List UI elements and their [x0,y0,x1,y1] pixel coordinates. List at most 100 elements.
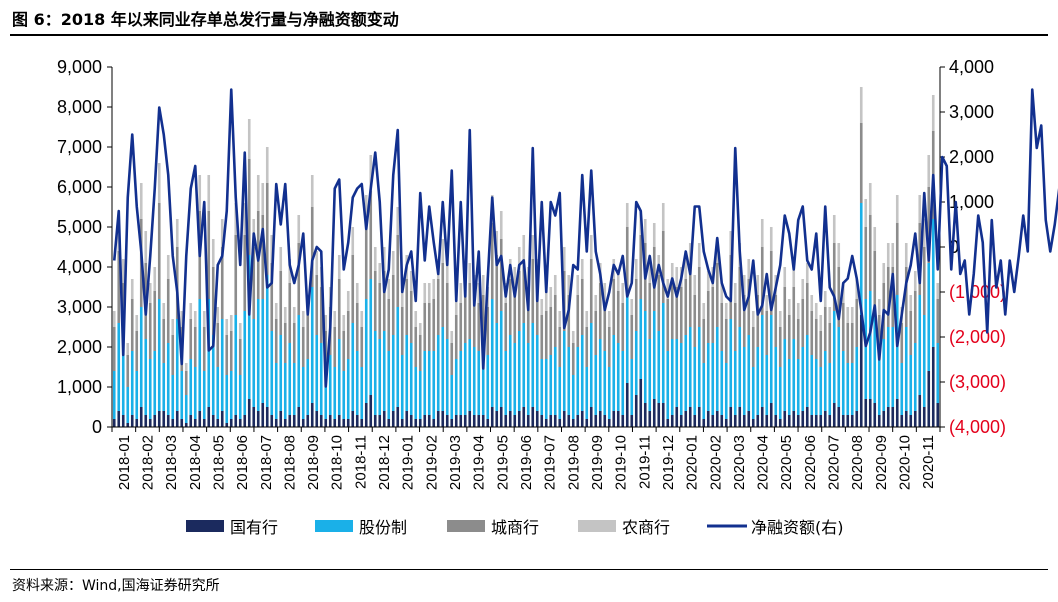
right-tick-label: (4,000) [949,417,1006,437]
bar-国有行-168 [868,399,872,427]
axes-group: 0 1,000 2,000 3,000 4,000 5,000 6,000 7,000 8,00… [57,57,1006,490]
bar-股份制-11 [162,363,166,411]
x-tick-label: 2019-05 [494,435,511,490]
bar-农商行-44 [310,175,314,207]
bar-股份制-108 [598,339,602,411]
bar-股份制-101 [567,347,571,415]
x-tick-label: 2019-03 [447,435,464,490]
right-tick-label: 1,000 [949,192,994,212]
bar-国有行-114 [625,383,629,427]
bar-股份制-127 [684,335,688,411]
bar-国有行-137 [729,407,733,427]
bar-国有行-69 [423,415,427,427]
bar-农商行-34 [265,147,269,183]
left-tick-label: 2,000 [57,337,102,357]
bar-农商行-20 [202,311,206,327]
bar-城商行-161 [837,267,841,327]
bar-国有行-130 [697,407,701,427]
bar-城商行-165 [855,299,859,347]
bar-股份制-35 [270,331,274,415]
bar-股份制-36 [274,363,278,419]
bar-国有行-64 [400,419,404,427]
bar-国有行-10 [157,411,161,427]
bar-农商行-122 [661,203,665,231]
bar-国有行-39 [288,415,292,427]
bar-国有行-12 [166,415,170,427]
bar-国有行-133 [711,415,715,427]
bar-城商行-128 [688,267,692,327]
bar-股份制-17 [189,359,193,415]
bar-股份制-163 [846,363,850,415]
bar-农商行-55 [360,311,364,327]
bar-城商行-135 [720,303,724,351]
bar-股份制-146 [769,315,773,403]
bar-城商行-46 [319,287,323,343]
bar-股份制-73 [441,327,445,411]
bar-股份制-4 [130,351,134,415]
bar-城商行-154 [805,283,809,335]
bar-农商行-41 [297,215,301,243]
bar-城商行-54 [355,303,359,351]
bar-城商行-68 [418,335,422,371]
bar-农商行-100 [562,247,566,271]
bar-国有行-101 [567,415,571,427]
bar-国有行-7 [144,415,148,427]
bar-农商行-21 [207,175,211,211]
bar-城商行-3 [126,355,130,387]
bar-农商行-85 [495,231,499,255]
bar-股份制-95 [540,359,544,415]
bar-城商行-155 [810,311,814,355]
bar-城商行-170 [877,315,881,359]
bar-农商行-5 [135,315,139,331]
bar-城商行-89 [513,287,517,343]
bar-国有行-172 [886,407,890,427]
bar-城商行-66 [409,291,413,343]
bar-国有行-2 [121,415,125,427]
x-tick-label: 2019-07 [542,435,559,490]
bar-城商行-114 [625,227,629,291]
bar-农商行-25 [225,319,229,335]
bar-城商行-144 [760,247,764,315]
bar-国有行-16 [184,423,188,427]
bar-国有行-11 [162,411,166,427]
bar-股份制-84 [490,299,494,407]
bar-城商行-125 [675,287,679,339]
bar-国有行-91 [522,407,526,427]
bar-农商行-54 [355,283,359,303]
bar-国有行-92 [526,415,530,427]
bar-国有行-85 [495,411,499,427]
x-tick-label: 2019-09 [589,435,606,490]
bar-国有行-122 [661,403,665,427]
bar-农商行-151 [792,267,796,287]
bar-城商行-87 [504,303,508,351]
bar-国有行-44 [310,403,314,427]
bar-股份制-68 [418,371,422,419]
bar-农商行-137 [729,231,733,255]
bar-股份制-98 [553,347,557,415]
bar-国有行-149 [783,411,787,427]
bar-农商行-180 [922,219,926,247]
bar-城商行-81 [477,303,481,351]
bar-国有行-46 [319,415,323,427]
bar-城商行-134 [715,263,719,327]
x-tick-label: 2019-10 [613,435,630,490]
bar-农商行-107 [594,295,598,311]
bar-农商行-123 [666,279,670,299]
bar-股份制-14 [175,319,179,411]
bar-农商行-51 [342,315,346,331]
left-tick-label: 7,000 [57,137,102,157]
bar-城商行-20 [202,327,206,371]
bar-股份制-71 [432,351,436,419]
bar-国有行-54 [355,415,359,427]
bar-国有行-50 [337,415,341,427]
bar-农商行-66 [409,271,413,291]
bar-农商行-82 [481,275,485,295]
bar-城商行-164 [850,323,854,363]
bar-国有行-96 [544,419,548,427]
bar-城商行-104 [580,279,584,335]
bar-农商行-7 [144,231,148,263]
bar-国有行-1 [117,411,121,427]
bar-农商行-30 [247,119,251,159]
bar-股份制-89 [513,343,517,415]
bar-城商行-50 [337,279,341,339]
